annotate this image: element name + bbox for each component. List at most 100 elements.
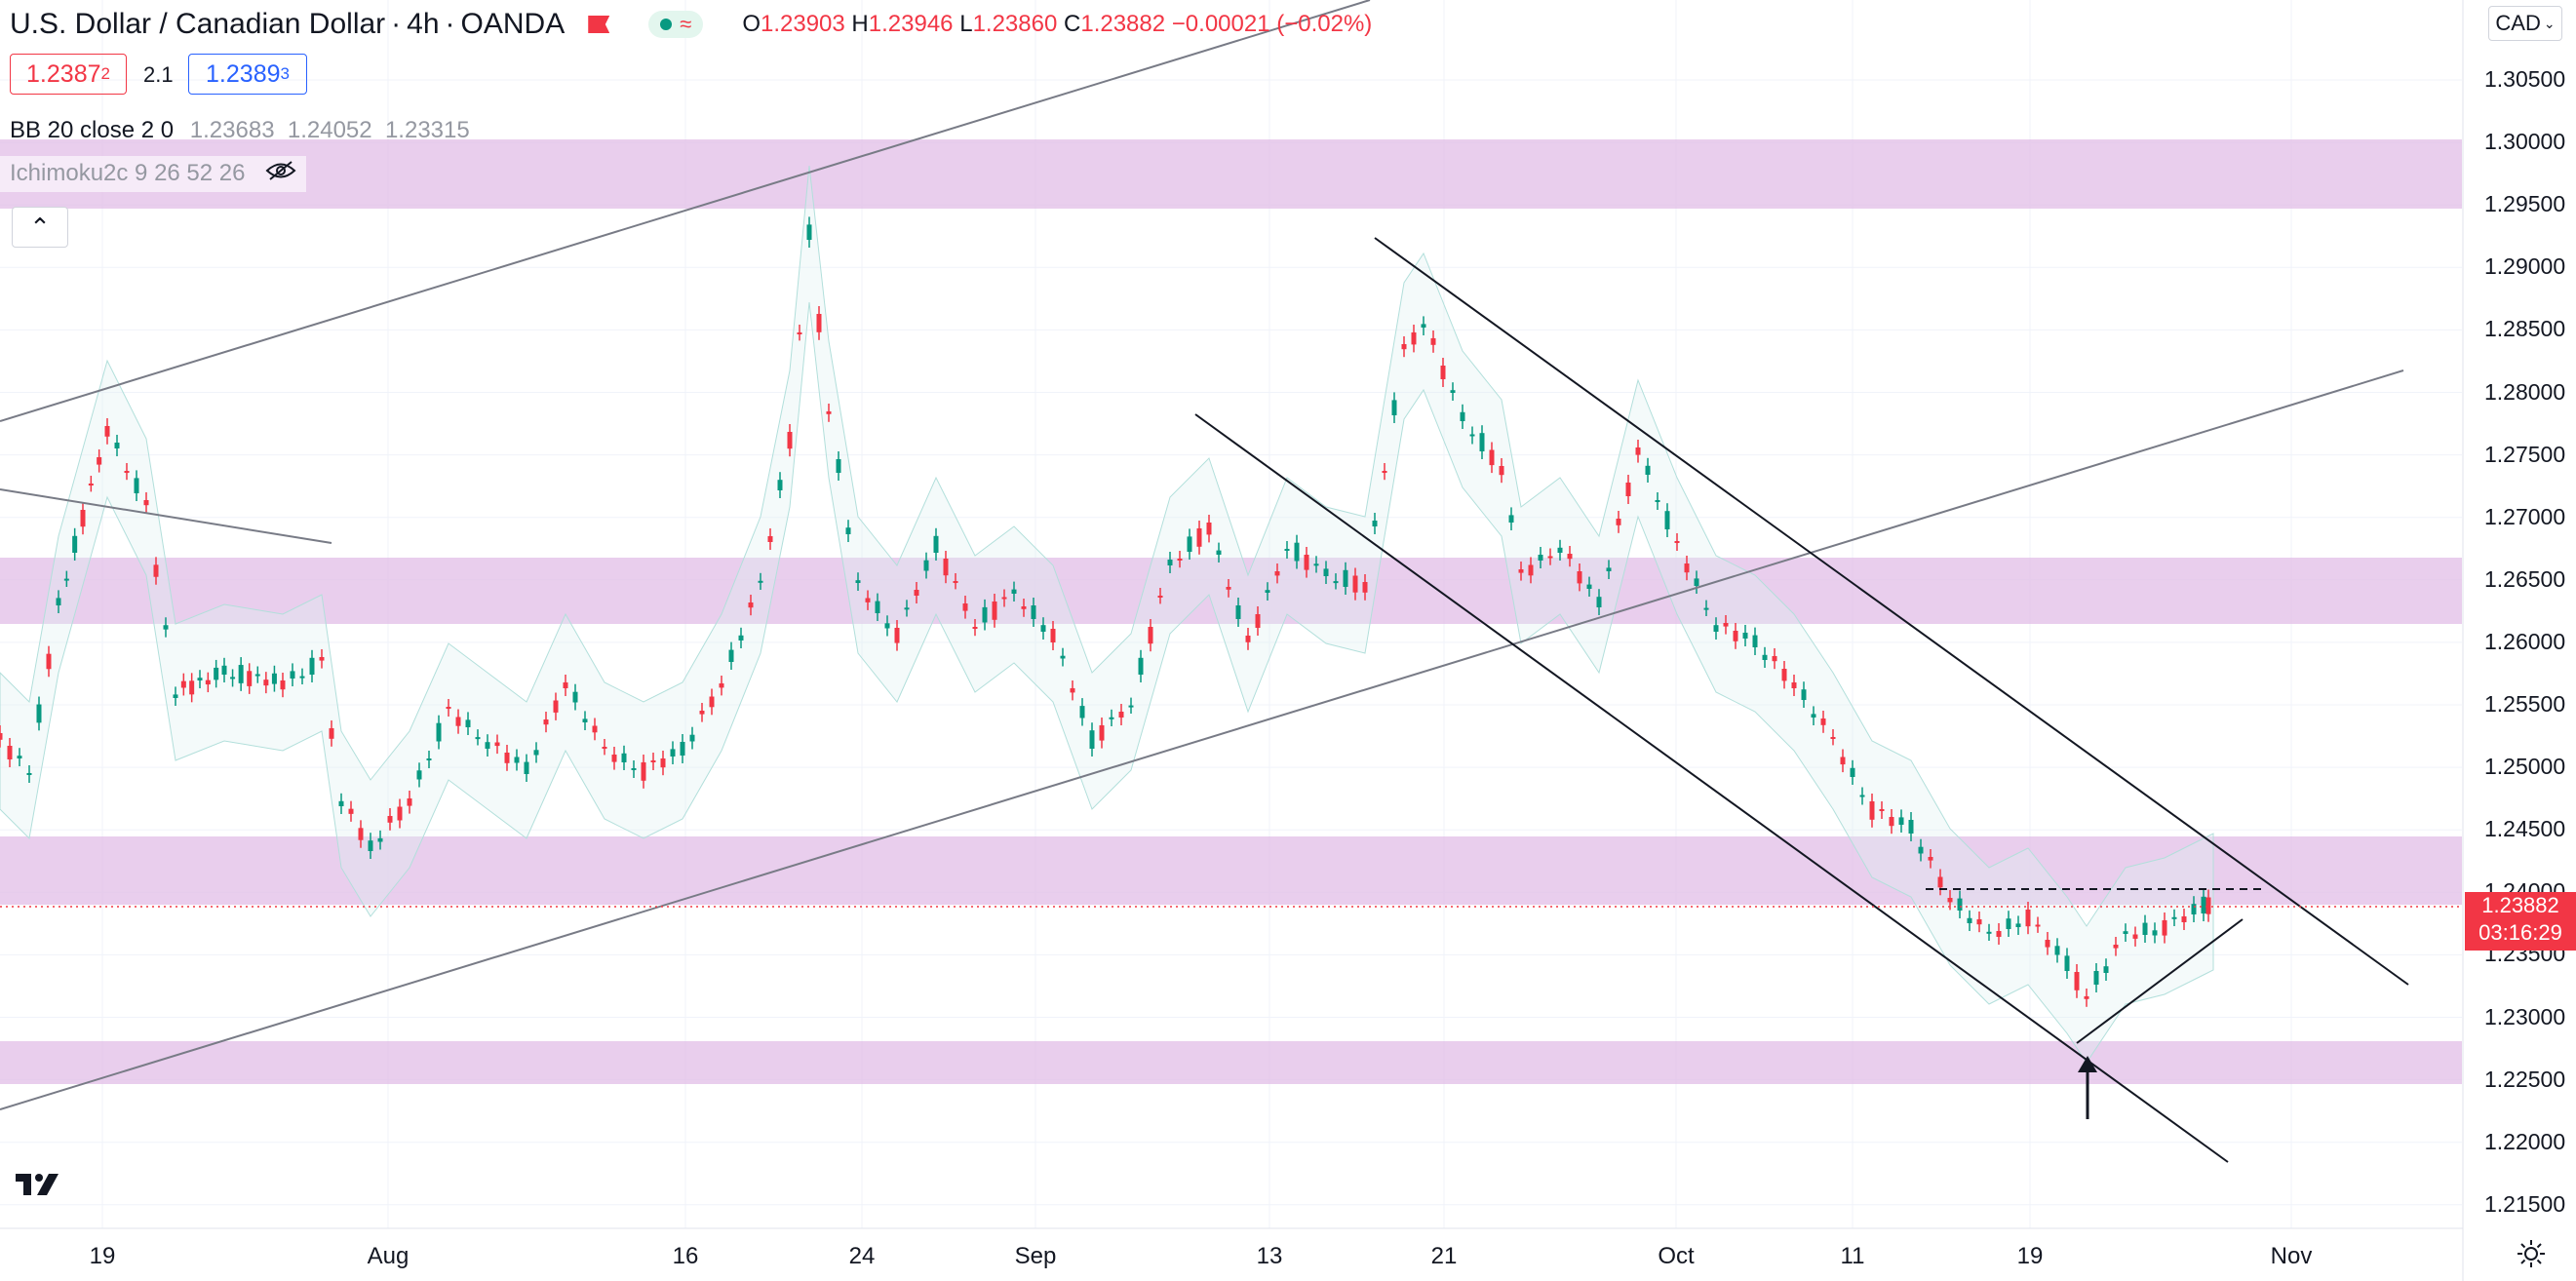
candle-body [875, 601, 880, 613]
candle-body [1928, 857, 1933, 861]
broker-label[interactable]: OANDA [460, 8, 566, 40]
candle-body [2205, 897, 2211, 914]
sell-button[interactable]: 1.2387 2 [10, 54, 127, 95]
candle-body [1118, 712, 1124, 718]
candle-body [63, 578, 69, 581]
candle-body [163, 625, 169, 630]
close-label: C [1064, 11, 1081, 37]
candle-body [1031, 605, 1036, 619]
candle-body [1138, 657, 1144, 675]
candle-body [504, 753, 510, 763]
candle-body [124, 471, 130, 473]
chart-header: U.S. Dollar / Canadian Dollar · 4h · OAN… [10, 8, 1372, 41]
flag-icon[interactable] [588, 16, 610, 33]
price-axis-label: 1.25500 [2484, 691, 2566, 717]
candle-body [1908, 820, 1914, 834]
candle-body [180, 680, 186, 688]
sell-pip: 2 [100, 64, 110, 83]
candle-body [2201, 896, 2206, 913]
candle-body [1898, 817, 1904, 825]
candle-body [1742, 633, 1748, 639]
channel-upper-line [0, 0, 1371, 422]
candle-body [1421, 324, 1426, 328]
candle-body [1109, 717, 1114, 719]
candle-body [1996, 931, 2002, 937]
candle-body [719, 683, 724, 688]
candle-body [173, 694, 178, 698]
candle-body [2025, 910, 2031, 927]
candle-body [709, 696, 715, 708]
price-axis-label: 1.23000 [2484, 1003, 2566, 1029]
bb-values: 1.23683 1.24052 1.23315 [189, 117, 470, 143]
chevron-up-icon[interactable]: ⌃ [12, 207, 68, 248]
candle-body [1557, 547, 1563, 553]
currency-selector[interactable]: CAD ⌄ [2488, 6, 2562, 41]
candle-body [845, 527, 851, 534]
support-resistance-zones [0, 139, 2462, 1084]
candle-body [263, 679, 269, 686]
hide-eye-icon[interactable] [265, 160, 296, 188]
arrow-up-icon [2078, 1056, 2097, 1072]
candle-body [407, 798, 412, 806]
candle-body [1850, 767, 1855, 777]
candle-body [728, 649, 734, 662]
candle-body [197, 678, 203, 680]
candle-body [1313, 563, 1319, 566]
candle-body [455, 717, 461, 726]
candle-body [46, 653, 52, 670]
candle-body [1703, 607, 1709, 610]
candle-body [1684, 563, 1690, 573]
candle-body [1284, 549, 1290, 551]
time-axis-label: 19 [2016, 1243, 2044, 1269]
candle-body [1235, 605, 1241, 619]
candle-body [1577, 571, 1582, 584]
candle-body [1567, 554, 1573, 560]
price-axis-label: 1.22000 [2484, 1128, 2566, 1154]
price-axis-label: 1.27000 [2484, 503, 2566, 529]
candle-body [621, 753, 627, 762]
candle-body [563, 682, 568, 688]
timeframe-label[interactable]: 4h [407, 8, 440, 40]
candle-body [1450, 390, 1456, 393]
candle-body [1772, 656, 1777, 662]
candle-body [238, 665, 244, 683]
candle-body [214, 667, 219, 680]
candle-body [884, 623, 890, 629]
candle-body [1079, 706, 1085, 718]
candle-body [923, 560, 929, 571]
candle-body [1781, 669, 1787, 681]
settings-gear-icon[interactable] [2516, 1238, 2547, 1269]
candle-body [2103, 966, 2109, 973]
candle-body [254, 674, 260, 677]
candle-body [1645, 465, 1651, 475]
candle-body [2074, 972, 2080, 990]
candle-body [446, 707, 451, 709]
buy-button[interactable]: 1.2389 3 [188, 54, 307, 95]
candle-body [397, 806, 403, 821]
ohlc-values: O1.23903 H1.23946 L1.23860 C1.23882 −0.0… [742, 11, 1372, 38]
candle-body [680, 742, 685, 756]
symbol-title[interactable]: U.S. Dollar / Canadian Dollar [10, 8, 386, 40]
candle-body [1547, 556, 1553, 559]
candle-body [1859, 795, 1865, 797]
candle-body [1021, 606, 1027, 609]
candle-body [914, 590, 919, 596]
candle-body [1538, 555, 1543, 561]
price-axis-label: 1.30000 [2484, 129, 2566, 155]
time-axis-label: Sep [1014, 1243, 1057, 1269]
candle-body [36, 704, 42, 723]
candle-body [1265, 590, 1270, 593]
candle-body [230, 677, 236, 679]
candle-body [2064, 955, 2070, 971]
candle-body [2132, 934, 2138, 939]
tradingview-logo-icon[interactable] [14, 1170, 68, 1199]
rising-support-line [2076, 918, 2244, 1044]
candle-body [280, 680, 286, 690]
indicator-status-icon[interactable]: ≈ [648, 11, 704, 38]
chevron-down-icon: ⌄ [2543, 15, 2556, 31]
bb-indicator-legend[interactable]: BB 20 close 2 0 1.23683 1.24052 1.23315 [10, 117, 470, 144]
candle-body [1918, 846, 1924, 854]
separator: · [391, 8, 402, 40]
ichimoku-indicator-legend[interactable]: Ichimoku2c 9 26 52 26 [0, 156, 307, 193]
